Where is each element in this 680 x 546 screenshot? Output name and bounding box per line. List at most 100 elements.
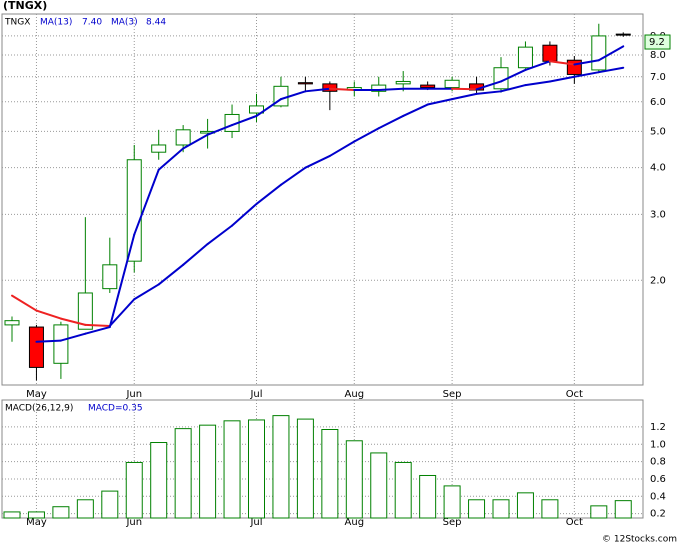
candle-body bbox=[53, 324, 69, 364]
ma-line-segment bbox=[59, 332, 87, 342]
y-tick-label: 3.0 bbox=[650, 209, 666, 220]
macd-bar bbox=[443, 485, 461, 519]
macd-bar bbox=[296, 418, 314, 519]
ma-line-segment bbox=[377, 87, 405, 92]
x-tick-label: May bbox=[26, 517, 47, 528]
ma-line-segment bbox=[133, 168, 160, 236]
legend-ticker: TNGX bbox=[4, 18, 30, 28]
ma-line-segment bbox=[573, 71, 600, 78]
ma-line-segment bbox=[279, 90, 307, 101]
y-tick-label: 7.0 bbox=[650, 72, 666, 83]
ma-line-segment bbox=[475, 80, 502, 91]
candle-body bbox=[102, 264, 118, 290]
ma-line-segment bbox=[597, 66, 625, 74]
ma-line-segment bbox=[59, 317, 87, 326]
y-tick-label: 1.0 bbox=[650, 439, 666, 450]
candle-body bbox=[175, 129, 191, 146]
candle-body bbox=[395, 80, 411, 85]
legend-ma13: MA(13) bbox=[40, 18, 72, 28]
ma-line-segment bbox=[108, 298, 136, 327]
ma-line-segment bbox=[133, 283, 160, 301]
ma-line-segment bbox=[524, 60, 551, 71]
candle-body bbox=[77, 292, 93, 330]
macd-bar bbox=[370, 452, 388, 519]
candle-body bbox=[249, 105, 264, 114]
candle-body bbox=[322, 83, 338, 92]
x-tick-label: Jun bbox=[125, 389, 142, 400]
macd-bar bbox=[125, 461, 143, 519]
candle-body bbox=[517, 46, 533, 69]
legend-macd-value: MACD=0.35 bbox=[88, 404, 143, 414]
x-tick-label: Sep bbox=[443, 517, 462, 528]
x-tick-label: Aug bbox=[345, 517, 365, 528]
ma-line-segment bbox=[377, 114, 405, 130]
price-frame bbox=[1, 13, 644, 386]
macd-bar bbox=[492, 499, 510, 519]
ma-line-segment bbox=[35, 309, 62, 320]
candle-body bbox=[371, 84, 387, 92]
ma-line-segment bbox=[157, 147, 185, 171]
ma-line-segment bbox=[475, 90, 502, 95]
macd-bar bbox=[174, 428, 192, 519]
legend-macd: MACD(26,12,9) bbox=[5, 404, 73, 414]
ma-line-segment bbox=[573, 59, 600, 66]
candle-body bbox=[151, 144, 167, 153]
macd-bar bbox=[345, 440, 363, 519]
y-tick-label: 6.0 bbox=[650, 97, 666, 108]
y-tick-label: 0.2 bbox=[650, 509, 666, 520]
candle-body bbox=[28, 326, 44, 368]
legend-ma3-value: 8.44 bbox=[146, 18, 166, 28]
macd-bar bbox=[223, 420, 241, 519]
legend-ma3: MA(3) bbox=[111, 18, 138, 28]
ma-line-segment bbox=[304, 87, 331, 93]
macd-bar bbox=[590, 505, 608, 519]
macd-bar bbox=[614, 500, 632, 519]
macd-bar bbox=[419, 474, 437, 519]
ma-line-segment bbox=[182, 243, 209, 266]
ma-line-segment bbox=[548, 75, 576, 83]
y-tick-label: 0.8 bbox=[650, 457, 666, 468]
ma-line-segment bbox=[328, 87, 356, 92]
x-tick-label: May bbox=[26, 389, 47, 400]
y-tick-label: 2.0 bbox=[650, 275, 666, 286]
candle-body bbox=[444, 79, 460, 89]
candle-body bbox=[566, 59, 582, 75]
ma-line-segment bbox=[84, 326, 111, 335]
candle-body bbox=[420, 84, 436, 89]
macd-bar bbox=[101, 490, 119, 519]
macd-bar bbox=[516, 492, 534, 519]
ma-line-segment bbox=[304, 154, 331, 169]
ma-line-segment bbox=[35, 339, 62, 343]
x-tick-label: Oct bbox=[566, 517, 583, 528]
ma-line-segment bbox=[500, 68, 527, 83]
ma-line-segment bbox=[548, 60, 576, 66]
y-tick-label: 8.0 bbox=[650, 50, 666, 61]
ma-line-segment bbox=[402, 103, 429, 117]
x-tick-label: Jul bbox=[249, 517, 262, 528]
x-tick-label: Oct bbox=[566, 389, 583, 400]
y-tick-label: 5.0 bbox=[650, 126, 666, 137]
x-tick-label: Jun bbox=[125, 517, 142, 528]
ma-line-segment bbox=[206, 124, 234, 136]
y-tick-label: 0.4 bbox=[650, 491, 666, 502]
ma-line-segment bbox=[182, 133, 209, 150]
ma-line-segment bbox=[524, 80, 551, 87]
macd-bar bbox=[3, 511, 21, 519]
ma-line-segment bbox=[231, 114, 258, 127]
candle-body bbox=[126, 159, 142, 262]
macd-bar bbox=[150, 442, 168, 519]
macd-bar bbox=[321, 429, 339, 519]
ma-line-segment bbox=[255, 98, 282, 117]
candle-body bbox=[615, 33, 631, 36]
ma-line-segment bbox=[157, 263, 185, 286]
macd-bar bbox=[76, 499, 94, 519]
ma-line-segment bbox=[279, 166, 307, 186]
legend-ma13-value: 7.40 bbox=[82, 18, 102, 28]
macd-bar bbox=[248, 419, 265, 519]
x-tick-label: Jul bbox=[249, 389, 262, 400]
ma-line-segment bbox=[11, 294, 38, 312]
ma-line-segment bbox=[353, 127, 380, 143]
ma-line-segment bbox=[231, 202, 258, 227]
macd-bar bbox=[394, 461, 412, 519]
